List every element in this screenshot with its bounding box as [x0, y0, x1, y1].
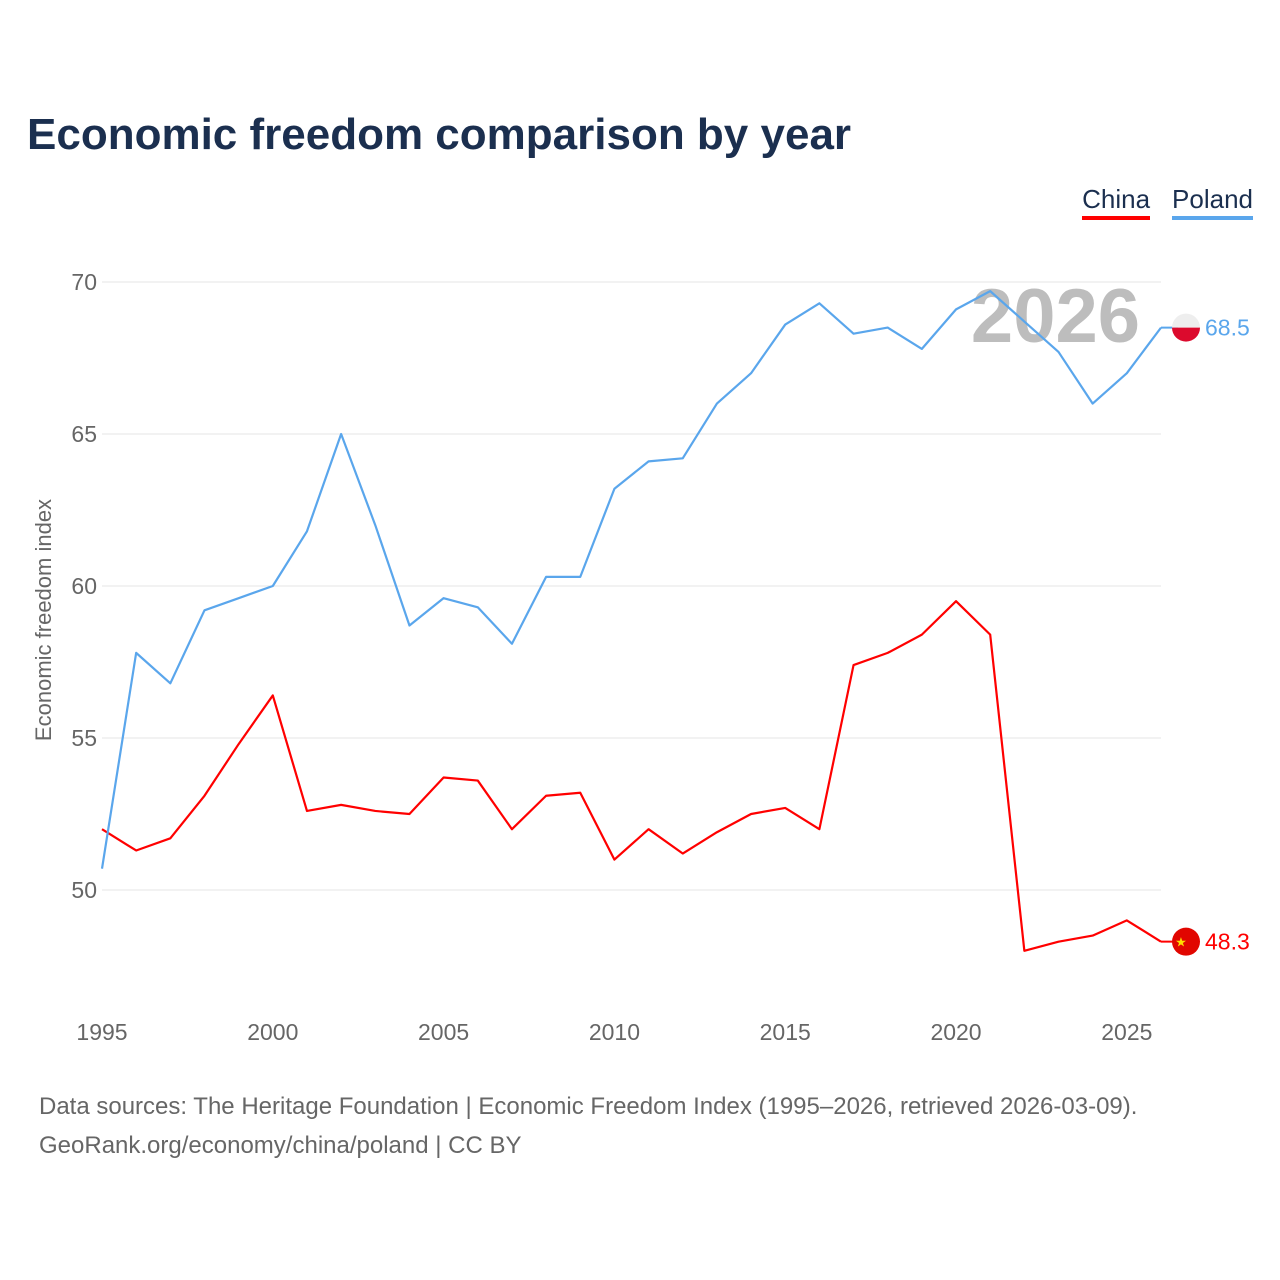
china-flag-icon: [1172, 927, 1200, 956]
end-value-label-poland: 68.5: [1205, 315, 1250, 341]
y-tick-label: 55: [71, 725, 97, 751]
y-axis-label: Economic freedom index: [31, 499, 56, 741]
chart-title: Economic freedom comparison by year: [27, 110, 852, 159]
china-flag-star-icon: ★: [1175, 935, 1187, 950]
x-tick-label: 2000: [247, 1019, 298, 1045]
year-watermark: 2026: [971, 274, 1140, 359]
y-tick-label: 50: [71, 877, 97, 903]
x-tick-label: 2020: [930, 1019, 981, 1045]
legend: China Poland: [1082, 184, 1253, 220]
x-tick-label: 2015: [760, 1019, 811, 1045]
x-tick-label: 1995: [76, 1019, 127, 1045]
source-note: Data sources: The Heritage Foundation | …: [39, 1087, 1137, 1165]
legend-poland[interactable]: Poland: [1172, 184, 1253, 220]
poland-flag-icon: [1172, 313, 1200, 328]
source-line-2[interactable]: GeoRank.org/economy/china/poland | CC BY: [39, 1132, 522, 1159]
series-line-china: [101, 600, 1162, 952]
end-value-label-china: 48.3: [1205, 929, 1250, 955]
poland-flag-icon: [1172, 327, 1200, 342]
x-tick-label: 2005: [418, 1019, 469, 1045]
y-tick-label: 60: [71, 573, 97, 599]
source-line-1: Data sources: The Heritage Foundation | …: [39, 1093, 1138, 1120]
x-tick-label: 2010: [589, 1019, 640, 1045]
x-tick-label: 2025: [1101, 1019, 1152, 1045]
series-line-poland: [100, 290, 1162, 869]
y-tick-label: 70: [71, 269, 97, 295]
legend-china[interactable]: China: [1082, 184, 1151, 220]
y-tick-label: 65: [71, 421, 97, 447]
